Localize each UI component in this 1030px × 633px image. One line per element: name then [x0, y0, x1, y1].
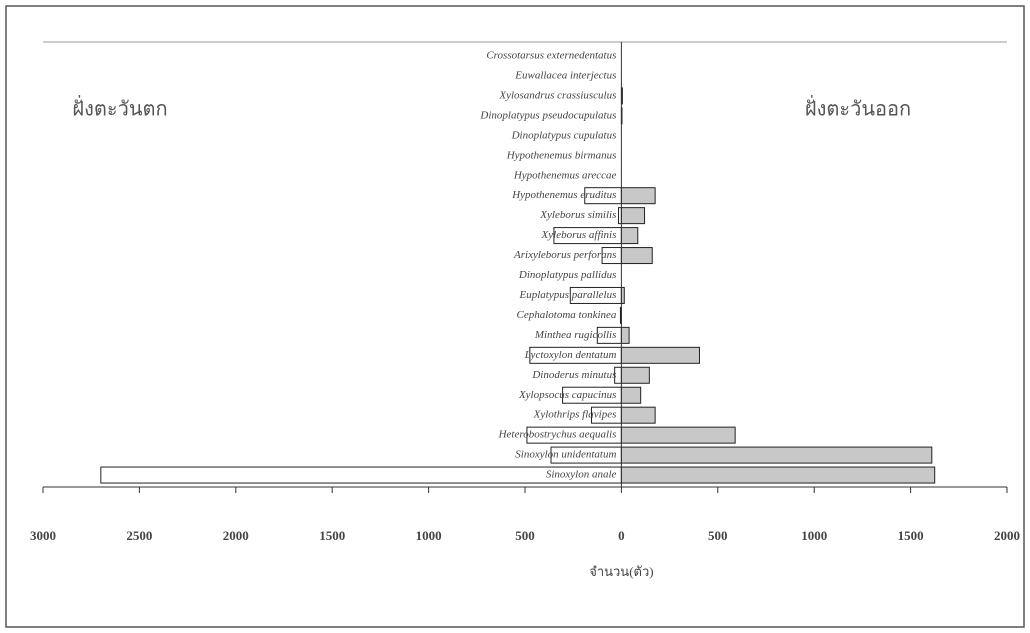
category-label: Dinoplatypus pseudocupulatus: [479, 109, 616, 121]
x-tick-label: 0: [618, 528, 625, 543]
category-label: Dinoplatypus cupulatus: [511, 129, 617, 141]
category-label: Sinoxylon unidentatum: [515, 449, 616, 461]
category-label: Hypothenemus birmanus: [506, 149, 617, 161]
bar: [620, 247, 653, 265]
bar: [620, 326, 630, 344]
category-label: Lyctoxylon dentatum: [524, 349, 617, 361]
x-tick-label: 2000: [994, 528, 1020, 543]
category-label: Minthea rugicollis: [534, 329, 617, 341]
category-label: Crossotarsus externedentatus: [486, 50, 616, 62]
x-axis-title: จำนวน(ตัว): [589, 564, 653, 579]
category-label: Xyleborus affinis: [541, 229, 617, 241]
bar: [620, 406, 656, 424]
x-tick-label: 3000: [30, 528, 56, 543]
category-label: Xylothrips flavipes: [533, 409, 617, 421]
category-label: Sinoxylon anale: [546, 469, 617, 481]
x-tick-label: 1500: [898, 528, 924, 543]
x-tick-label: 1000: [416, 528, 442, 543]
x-tick-label: 1000: [801, 528, 827, 543]
x-tick-label: 2500: [126, 528, 152, 543]
bar: [620, 466, 936, 484]
x-tick-label: 2000: [223, 528, 249, 543]
category-label: Xyleborus similis: [539, 209, 616, 221]
category-label: Dinoderus minutus: [531, 369, 616, 381]
category-label: Dinoplatypus pallidus: [518, 269, 616, 281]
bar: [620, 207, 646, 225]
bar: [620, 446, 933, 464]
legend-left: ฝั่งตะวันตก: [72, 95, 167, 121]
category-label: Hypothenemus eruditus: [511, 189, 616, 201]
bar: [620, 227, 639, 245]
x-tick-label: 1500: [319, 528, 345, 543]
x-tick-label: 500: [515, 528, 535, 543]
bar: [620, 366, 650, 384]
category-label: Heterobostrychus aequalis: [498, 429, 617, 441]
category-label: Euwallacea interjectus: [514, 69, 616, 81]
category-label: Hypothenemus areccae: [513, 169, 617, 181]
bar: [100, 466, 622, 484]
bar: [620, 386, 642, 404]
category-label: Arixyleborus perforans: [513, 249, 616, 261]
category-label: Xylosandrus crassiusculus: [498, 89, 616, 101]
bar: [620, 187, 656, 205]
bar: [620, 346, 700, 364]
category-label: Xylopsocus capucinus: [518, 389, 616, 401]
category-label: Cephalotoma tonkinea: [516, 309, 616, 321]
bar: [620, 426, 736, 444]
frame: [5, 5, 1025, 628]
legend-right: ฝั่งตะวันออก: [805, 95, 911, 121]
category-label: Euplatypus parallelus: [519, 289, 617, 301]
x-tick-label: 500: [708, 528, 728, 543]
